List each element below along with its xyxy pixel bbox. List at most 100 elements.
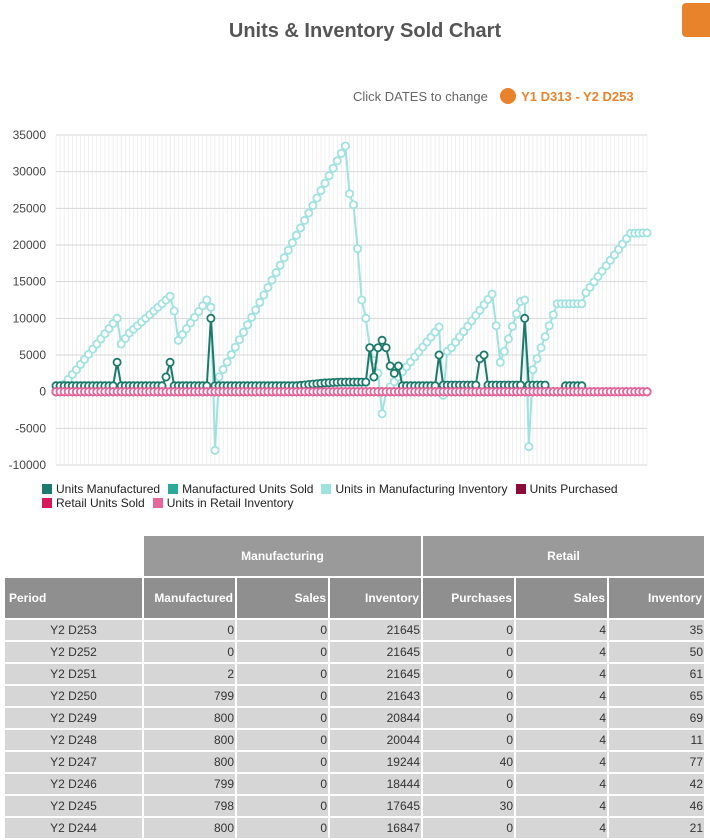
data-point [271, 268, 281, 278]
data-point [544, 321, 554, 331]
table-cell: 0 [144, 642, 235, 662]
data-point [540, 332, 550, 342]
table-cell: 21645 [330, 642, 421, 662]
col-header-retail-sales[interactable]: Sales [516, 578, 607, 618]
legend-swatch [42, 484, 52, 494]
data-point [226, 350, 236, 360]
col-header-period[interactable]: Period [5, 578, 142, 618]
data-point [263, 282, 273, 292]
data-point [300, 215, 310, 225]
legend-item[interactable]: Units Purchased [515, 482, 618, 496]
data-point [283, 245, 293, 255]
legend-swatch [152, 498, 163, 508]
data-point [512, 309, 522, 319]
data-point [202, 295, 212, 305]
data-point [434, 350, 444, 360]
col-header-mfg-sales[interactable]: Sales [237, 578, 328, 618]
data-point [642, 228, 652, 238]
table-cell: 42 [609, 774, 704, 794]
legend-item[interactable]: Retail Units Sold [42, 496, 145, 510]
data-point [312, 193, 322, 203]
legend-swatch [515, 484, 526, 494]
table-cell: 50 [609, 642, 704, 662]
data-point [112, 357, 122, 367]
table-cell: 4 [516, 796, 607, 816]
col-header-mfg-inventory[interactable]: Inventory [330, 578, 421, 618]
table-cell: Y2 D247 [5, 752, 142, 772]
chart-legend: Units Manufactured Manufactured Units Sol… [42, 482, 682, 510]
data-point [642, 387, 652, 397]
col-header-manufactured[interactable]: Manufactured [144, 578, 235, 618]
data-point [251, 305, 261, 315]
legend-item[interactable]: Manufactured Units Sold [168, 482, 313, 496]
table-cell: 30 [423, 796, 514, 816]
y-tick-label: 35000 [13, 128, 47, 142]
date-selector[interactable]: Click DATES to change Y1 D313 - Y2 D253 [353, 88, 634, 104]
table-cell: 21643 [330, 686, 421, 706]
data-point [361, 377, 371, 387]
table-cell: Y2 D253 [5, 620, 142, 640]
print-icon[interactable] [682, 3, 710, 37]
data-point [369, 372, 379, 382]
data-point [365, 343, 375, 353]
data-point [316, 186, 326, 196]
table-cell: 21645 [330, 620, 421, 640]
data-point [173, 335, 183, 345]
data-point [503, 334, 513, 344]
table-cell: 800 [144, 818, 235, 838]
table-cell: 61 [609, 664, 704, 684]
table-cell: 2 [144, 664, 235, 684]
table-row: Y2 D250 799 0 21643 0 4 65 [5, 686, 704, 706]
table-cell: Y2 D249 [5, 708, 142, 728]
col-header-purchases[interactable]: Purchases [423, 578, 514, 618]
table-row: Y2 D245 798 0 17645 30 4 46 [5, 796, 704, 816]
data-point [181, 324, 191, 334]
data-point [238, 327, 248, 337]
table-cell: 0 [423, 730, 514, 750]
table-cell: 798 [144, 796, 235, 816]
data-point [279, 253, 289, 263]
table-cell: 0 [423, 620, 514, 640]
data-point [491, 321, 501, 331]
data-point [393, 361, 403, 371]
data-point [548, 310, 558, 320]
legend-label: Units Manufactured [56, 482, 161, 496]
data-point [377, 409, 387, 419]
legend-item[interactable]: Units in Retail Inventory [152, 496, 293, 510]
table-cell: 4 [516, 774, 607, 794]
table-cell: 0 [237, 642, 328, 662]
data-point [308, 201, 318, 211]
legend-item[interactable]: Units Manufactured [42, 482, 160, 496]
table-cell: 4 [516, 752, 607, 772]
table-cell: 16847 [330, 818, 421, 838]
data-point [373, 343, 383, 353]
date-prompt: Click DATES to change [353, 89, 488, 104]
table-cell: Y2 D252 [5, 642, 142, 662]
data-point [185, 318, 195, 328]
calendar-icon[interactable] [499, 88, 516, 104]
data-point [259, 290, 269, 300]
table-cell: 0 [237, 620, 328, 640]
legend-label: Retail Units Sold [56, 496, 145, 510]
data-point [161, 372, 171, 382]
table-cell: 0 [237, 774, 328, 794]
table-cell: Y2 D251 [5, 664, 142, 684]
data-point [287, 238, 297, 248]
table-row: Y2 D247 800 0 19244 40 4 77 [5, 752, 704, 772]
table-row: Y2 D251 2 0 21645 0 4 61 [5, 664, 704, 684]
col-header-retail-inventory[interactable]: Inventory [609, 578, 704, 618]
group-header-retail: Retail [423, 536, 704, 576]
table-cell: 4 [516, 686, 607, 706]
data-point [112, 313, 122, 323]
table-cell: 0 [237, 796, 328, 816]
table-cell: Y2 D248 [5, 730, 142, 750]
table-cell: 0 [144, 620, 235, 640]
legend-swatch [321, 484, 332, 494]
date-range-link[interactable]: Y1 D313 - Y2 D253 [521, 89, 634, 104]
table-cell: 21645 [330, 664, 421, 684]
data-point [222, 357, 232, 367]
legend-item[interactable]: Units in Manufacturing Inventory [321, 482, 508, 496]
table-cell: 800 [144, 752, 235, 772]
table-row: Y2 D249 800 0 20844 0 4 69 [5, 708, 704, 728]
table-cell: 800 [144, 708, 235, 728]
